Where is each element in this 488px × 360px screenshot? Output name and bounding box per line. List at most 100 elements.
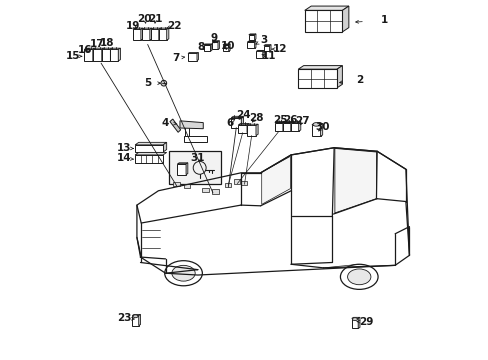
Polygon shape [247,41,255,42]
Polygon shape [163,142,166,152]
Polygon shape [102,48,104,61]
Polygon shape [254,34,255,40]
Bar [248,35,254,40]
Polygon shape [336,66,342,88]
Bar [241,181,247,185]
Bar [298,69,336,88]
Bar [177,164,185,175]
Polygon shape [110,48,112,61]
Text: 21: 21 [148,14,163,24]
Polygon shape [290,121,292,131]
Text: 20: 20 [137,14,152,24]
Text: 31: 31 [189,153,204,163]
Bar [202,188,208,192]
Text: 5: 5 [144,78,151,88]
Text: 10: 10 [220,41,234,50]
Ellipse shape [347,269,370,285]
Polygon shape [255,124,258,135]
Text: 17: 17 [89,40,104,49]
Polygon shape [342,6,348,32]
Polygon shape [228,44,230,51]
Polygon shape [282,121,292,123]
Bar [169,151,221,184]
Bar [93,49,102,61]
Text: 15: 15 [66,51,80,61]
Bar [212,189,218,194]
Ellipse shape [352,318,357,320]
Bar [282,123,290,131]
Polygon shape [197,53,198,60]
Bar [132,316,139,325]
Bar [203,45,210,51]
Polygon shape [311,123,322,125]
Bar [135,145,163,152]
Polygon shape [248,34,255,35]
Bar [185,127,188,136]
Text: 1: 1 [380,15,387,26]
Polygon shape [203,44,211,45]
Polygon shape [151,28,161,30]
Polygon shape [246,123,249,133]
Polygon shape [320,123,322,136]
Polygon shape [262,50,264,58]
Polygon shape [84,48,95,49]
Bar [135,155,163,163]
Ellipse shape [340,264,377,289]
Text: 19: 19 [126,21,140,31]
Bar [351,319,357,328]
Polygon shape [351,318,359,319]
Bar [304,10,342,32]
Text: 30: 30 [315,122,329,132]
Text: 12: 12 [272,44,286,54]
Polygon shape [269,45,270,51]
Polygon shape [135,142,166,145]
Polygon shape [290,121,300,123]
Polygon shape [218,41,219,49]
Bar [183,184,190,188]
Polygon shape [177,163,187,164]
Bar [231,118,241,128]
Bar [84,49,93,61]
Bar [109,49,118,61]
Polygon shape [102,48,112,49]
Text: 9: 9 [210,33,217,43]
Polygon shape [109,48,120,49]
Bar [133,30,141,40]
Text: 29: 29 [359,317,373,327]
Text: 11: 11 [261,51,276,61]
Text: 14: 14 [117,153,131,163]
Polygon shape [247,124,258,126]
Text: 24: 24 [236,111,250,121]
Polygon shape [142,28,152,30]
Polygon shape [133,28,142,30]
Text: 3: 3 [260,35,267,45]
Polygon shape [334,148,376,213]
Polygon shape [180,121,203,129]
Polygon shape [135,152,166,155]
Polygon shape [304,6,348,10]
Text: 25: 25 [273,115,287,125]
Circle shape [161,80,166,86]
Polygon shape [169,119,180,132]
Polygon shape [93,48,104,49]
Bar [223,45,228,51]
Bar [256,51,262,58]
Text: 7: 7 [172,53,180,63]
Polygon shape [210,44,211,51]
Bar [233,179,240,184]
Polygon shape [93,48,95,61]
Ellipse shape [164,261,202,286]
Bar [151,30,159,40]
Polygon shape [298,121,300,131]
Polygon shape [231,116,243,118]
Text: 13: 13 [117,143,131,153]
Text: 26: 26 [283,115,297,125]
Text: 22: 22 [167,21,182,31]
Bar [142,30,149,40]
Bar [238,125,246,133]
Bar [173,182,180,186]
Polygon shape [159,28,161,40]
Polygon shape [139,315,140,325]
Text: 6: 6 [226,118,233,128]
Text: 23: 23 [117,313,131,323]
